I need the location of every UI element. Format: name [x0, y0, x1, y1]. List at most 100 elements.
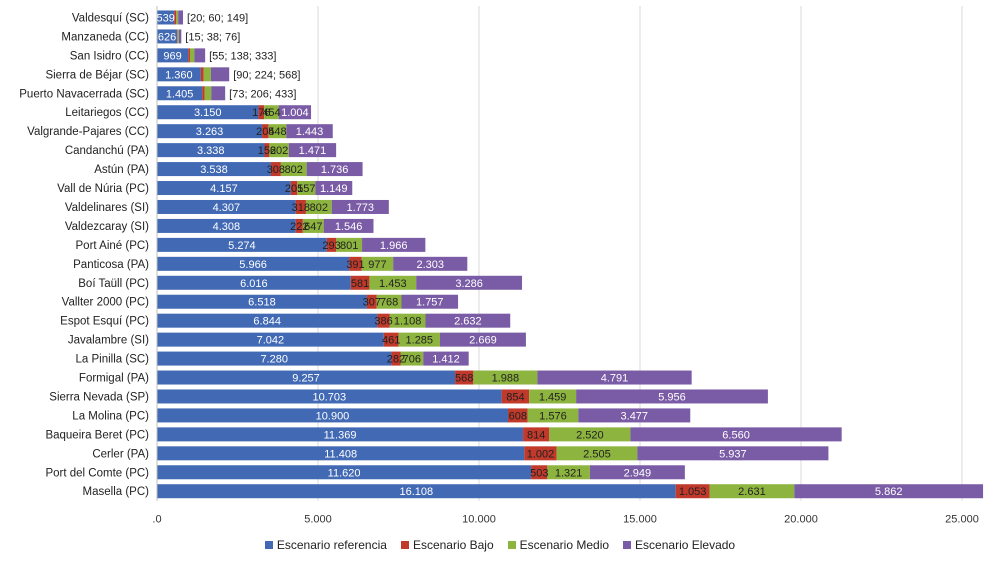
bar-segment-elevado [211, 86, 226, 101]
bar-segment-referencia [157, 484, 676, 499]
bar-segment-bajo [524, 446, 557, 461]
category-label: Panticosa (PA) [73, 259, 149, 271]
bar-segment-medio [305, 199, 332, 214]
category-label: Astún (PA) [94, 164, 149, 176]
bar-segment-elevado [589, 465, 685, 480]
data-label: 5.956 [658, 391, 686, 403]
bar-segment-bajo [501, 389, 530, 404]
data-label: 1.002 [527, 448, 555, 460]
bar-segment-elevado [331, 199, 389, 214]
data-label: 204 [256, 126, 274, 138]
bar-segment-medio [297, 181, 316, 196]
data-label: 6.518 [248, 297, 276, 309]
bar-segment-referencia [157, 465, 532, 480]
bar-segment-bajo [349, 256, 362, 271]
bar-segment-referencia [157, 199, 296, 214]
category-label: Manzaneda (CC) [61, 31, 149, 43]
bar-segment-referencia [157, 313, 378, 328]
bar-segment-referencia [157, 332, 384, 347]
bar-segment-medio [547, 465, 590, 480]
data-label: 1.412 [432, 354, 460, 366]
bar-segment-bajo [383, 332, 399, 347]
data-label: 1.285 [406, 335, 434, 347]
x-tick-label: 20.000 [784, 514, 818, 526]
data-label: 5.966 [239, 259, 267, 271]
legend-item-bajo: Escenario Bajo [400, 538, 494, 552]
x-tick-label: 15.000 [623, 514, 657, 526]
bar-segment-bajo [507, 408, 528, 423]
data-label: 5.274 [228, 240, 256, 252]
data-label: 3.286 [455, 278, 483, 290]
bar-segment-bajo [174, 10, 177, 25]
data-label: 222 [290, 221, 308, 233]
bar-segment-medio [203, 67, 211, 82]
bar-segment-bajo [264, 143, 270, 158]
bar-segment-bajo [262, 124, 269, 139]
bar-segment-referencia [157, 143, 265, 158]
x-tick-label: 5.000 [304, 514, 332, 526]
bar-segment-referencia [157, 218, 296, 233]
bar-segment-bajo [531, 465, 548, 480]
data-label: 802 [310, 202, 328, 214]
bar-segment-elevado [362, 237, 426, 252]
data-label: 1.149 [320, 183, 348, 195]
bar-segment-bajo [350, 275, 370, 290]
bar-segment-elevado [401, 294, 459, 309]
bar-segment-medio [269, 143, 289, 158]
data-label: 1.471 [299, 145, 327, 157]
bar-segment-referencia [157, 275, 351, 290]
bar-segment-referencia [157, 370, 456, 385]
bar-segment-bajo [258, 105, 265, 120]
data-label: 969 [163, 50, 181, 62]
bar-segment-medio [361, 256, 394, 271]
bar-segment-medio [336, 237, 363, 252]
x-tick-label: 25.000 [945, 514, 979, 526]
bar-segment-bajo [675, 484, 710, 499]
legend-swatch [264, 541, 273, 549]
data-label: 548 [268, 126, 286, 138]
bar-segment-bajo [326, 237, 337, 252]
data-label: 6.844 [253, 316, 281, 328]
bar-segment-medio [369, 275, 417, 290]
bar-segment-bajo [377, 313, 390, 328]
bar-segment-referencia [157, 10, 175, 25]
data-labels: 539 [20; 60; 149] 626 [15; 38; 76] 969 [55; 1… [156, 12, 902, 498]
range-label: [55; 138; 333] [209, 50, 276, 62]
legend-item-referencia: Escenario referencia [264, 538, 387, 552]
category-label: Masella (PC) [83, 486, 150, 498]
data-label: 2.669 [469, 335, 497, 347]
bar-segment-bajo [177, 29, 178, 44]
y-axis: Valdesquí (SC) Manzaneda (CC) San Isidro (… [19, 6, 158, 501]
x-tick-label: 10.000 [462, 514, 496, 526]
legend-swatch [507, 541, 516, 549]
data-label: 308 [267, 164, 285, 176]
data-label: 1.453 [379, 278, 407, 290]
data-label: 1.459 [539, 391, 567, 403]
legend-swatch [400, 541, 409, 549]
data-label: 307 [363, 297, 381, 309]
legend-item-medio: Escenario Medio [507, 538, 609, 552]
bar-segment-bajo [295, 218, 303, 233]
data-label: 802 [285, 164, 303, 176]
bar-segment-bajo [455, 370, 474, 385]
data-label: 386 [374, 316, 392, 328]
data-label: 454 [262, 107, 280, 119]
data-label: 318 [292, 202, 310, 214]
data-label: 6.560 [722, 429, 750, 441]
data-label: 2.949 [624, 467, 652, 479]
category-label: Puerto Navacerrada (SC) [19, 88, 149, 100]
data-label: 1.966 [380, 240, 408, 252]
category-label: Valgrande-Pajares (CC) [27, 126, 149, 138]
bar-segment-medio [389, 313, 426, 328]
bar-segment-elevado [637, 446, 829, 461]
data-label: 176 [252, 107, 270, 119]
data-label: 1.360 [165, 69, 193, 81]
bar-segment-medio [204, 86, 212, 101]
data-label: 1.546 [335, 221, 363, 233]
data-label: 608 [509, 410, 527, 422]
category-label: Valdezcaray (SI) [65, 221, 149, 233]
data-label: 557 [297, 183, 315, 195]
data-label: 1.988 [492, 373, 520, 385]
data-label: 2.520 [576, 429, 604, 441]
legend-label: Escenario referencia [276, 538, 387, 552]
